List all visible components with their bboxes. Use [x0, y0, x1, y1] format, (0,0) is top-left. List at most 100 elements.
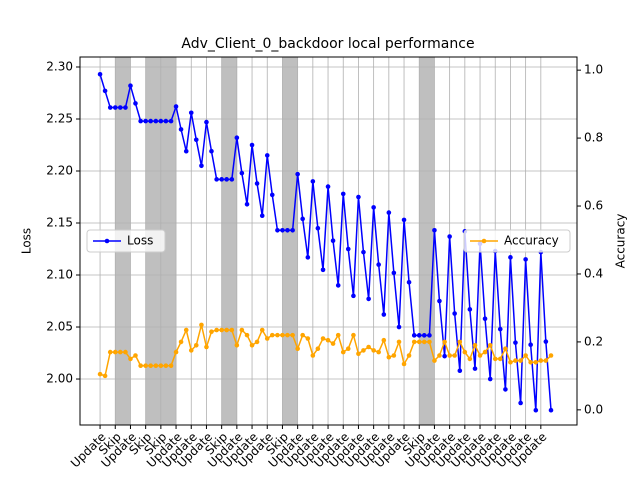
point [416, 339, 422, 345]
y2-tick-label: 0.8 [584, 131, 603, 145]
point [518, 400, 523, 406]
point [457, 339, 463, 345]
point [214, 177, 219, 182]
point [193, 343, 199, 348]
point [183, 148, 189, 154]
point [153, 118, 159, 124]
point [533, 359, 539, 365]
y2-tick-label: 0.6 [584, 199, 603, 213]
point [492, 356, 498, 362]
point [178, 339, 184, 345]
point [548, 353, 554, 358]
point [285, 227, 290, 233]
point [259, 213, 265, 219]
point [427, 339, 432, 345]
point [335, 283, 341, 288]
point [138, 363, 143, 368]
point [503, 387, 508, 392]
point [396, 339, 402, 345]
point [482, 316, 488, 321]
point [351, 293, 356, 299]
point [97, 71, 103, 77]
point [259, 327, 265, 333]
point [411, 339, 417, 345]
point [437, 353, 442, 358]
point [244, 201, 250, 207]
skip-band [221, 57, 237, 425]
point [487, 343, 493, 348]
point [188, 110, 194, 116]
point [361, 249, 366, 255]
point [143, 363, 148, 368]
point [513, 358, 518, 363]
point [477, 353, 483, 358]
point [467, 356, 473, 362]
point [219, 177, 224, 182]
point [219, 327, 224, 333]
point [269, 192, 275, 198]
point [204, 344, 209, 350]
point [143, 118, 148, 124]
point [518, 358, 523, 363]
point [482, 349, 488, 355]
point [183, 327, 189, 333]
point [335, 332, 341, 338]
point [178, 127, 184, 132]
y-tick-label: 2.25 [46, 111, 73, 125]
point [123, 349, 128, 355]
point [411, 333, 417, 338]
point [97, 371, 103, 377]
y-tick-label: 2.10 [46, 268, 73, 282]
point [421, 339, 427, 345]
point [173, 349, 179, 355]
y2-tick-label: 1.0 [584, 63, 603, 77]
point [325, 337, 331, 343]
y2-axis-label: Accuracy [614, 214, 628, 269]
y-tick-label: 2.00 [46, 372, 73, 386]
point [356, 194, 361, 200]
point [508, 255, 513, 260]
legend-label: Accuracy [504, 234, 559, 248]
point [275, 227, 280, 233]
point [447, 353, 452, 358]
point [249, 142, 255, 148]
point [432, 358, 437, 363]
skip-band [160, 57, 177, 425]
point [361, 348, 366, 353]
point [224, 327, 229, 333]
point [467, 307, 473, 312]
point [107, 349, 113, 355]
legend-marker [481, 238, 487, 244]
point [528, 359, 533, 365]
point [249, 343, 255, 348]
point [244, 332, 250, 338]
point [421, 333, 427, 338]
point [112, 349, 118, 355]
point [391, 270, 397, 276]
point [295, 171, 300, 177]
point [214, 327, 219, 333]
point [163, 118, 169, 124]
point [290, 332, 295, 338]
y2-tick-label: 0.0 [584, 402, 603, 416]
point [102, 373, 108, 379]
point [356, 351, 361, 357]
point [305, 336, 311, 341]
point [376, 262, 381, 267]
point [315, 346, 321, 352]
point [437, 298, 442, 304]
point [117, 105, 123, 110]
point [310, 353, 316, 358]
point [340, 191, 346, 197]
point [416, 333, 422, 338]
point [269, 332, 275, 338]
point [452, 311, 457, 316]
point [462, 349, 468, 355]
point [138, 118, 143, 124]
point [224, 177, 229, 182]
point [285, 332, 290, 338]
point [275, 332, 280, 338]
point [102, 88, 108, 94]
point [351, 332, 356, 338]
